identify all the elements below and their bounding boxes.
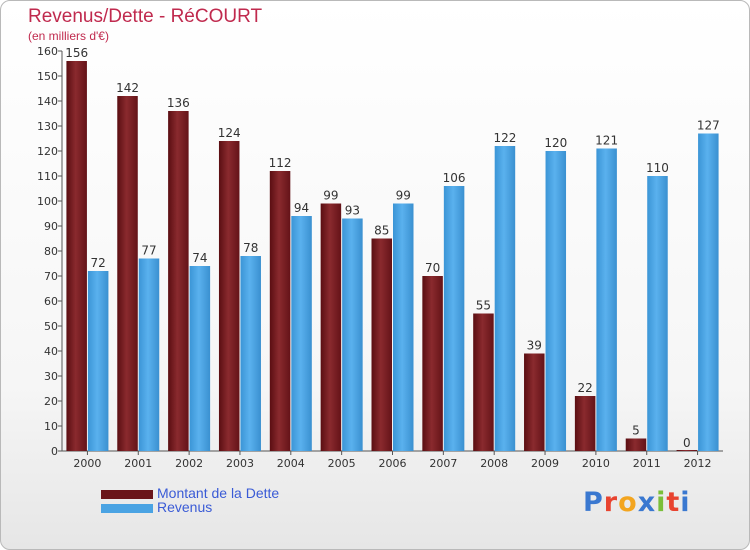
data-label-dette: 55: [476, 299, 491, 313]
data-label-revenus: 106: [443, 171, 466, 185]
y-tick-label: 110: [37, 170, 58, 183]
data-label-dette: 85: [374, 224, 389, 238]
x-tick-label: 2004: [277, 457, 305, 470]
bar-revenus: [596, 148, 617, 451]
bar-dette: [371, 238, 392, 451]
bar-revenus: [494, 146, 516, 451]
data-label-revenus: 122: [493, 131, 516, 145]
data-label-revenus: 127: [697, 119, 720, 133]
data-label-dette: 156: [65, 46, 88, 60]
y-tick-label: 20: [44, 395, 58, 408]
bar-dette: [625, 438, 647, 451]
data-label-revenus: 72: [91, 256, 106, 270]
y-tick-label: 130: [37, 120, 58, 133]
data-label-revenus: 99: [396, 189, 411, 203]
chart-subtitle: (en milliers d'€): [28, 29, 109, 43]
x-tick-label: 2008: [480, 457, 508, 470]
y-tick-label: 90: [44, 220, 58, 233]
bar-revenus: [342, 218, 363, 451]
legend-label-dette: Montant de la Dette: [157, 485, 280, 501]
legend-swatch-revenus: [101, 504, 153, 513]
y-tick-label: 80: [44, 245, 58, 258]
y-tick-label: 120: [37, 145, 58, 158]
x-tick-label: 2009: [531, 457, 559, 470]
bar-dette: [168, 111, 189, 451]
bar-revenus: [443, 186, 465, 451]
y-tick-label: 30: [44, 370, 58, 383]
x-tick-label: 2003: [226, 457, 254, 470]
data-label-dette: 22: [577, 381, 592, 395]
logo-letter: o: [618, 487, 638, 518]
bar-dette: [574, 396, 596, 451]
data-label-dette: 0: [683, 436, 691, 450]
logo-letter: r: [603, 487, 619, 518]
data-label-dette: 142: [116, 81, 139, 95]
data-label-revenus: 120: [544, 136, 567, 150]
x-tick-label: 2005: [328, 457, 356, 470]
x-tick-label: 2012: [684, 457, 712, 470]
x-tick-label: 2007: [429, 457, 457, 470]
data-label-dette: 70: [425, 261, 440, 275]
bar-dette: [422, 276, 443, 451]
bar-dette: [473, 313, 494, 451]
bar-revenus: [189, 266, 211, 451]
bar-revenus: [138, 258, 160, 451]
data-label-revenus: 93: [345, 204, 360, 218]
proxiti-logo: Proxiti: [583, 487, 691, 518]
logo-letter: P: [583, 487, 604, 518]
x-tick-label: 2000: [73, 457, 101, 470]
logo-letter: i: [680, 487, 691, 518]
bar-revenus: [240, 256, 261, 451]
logo-letter: i: [656, 487, 667, 518]
y-tick-label: 10: [44, 420, 58, 433]
bar-dette: [269, 171, 291, 451]
chart-title: Revenus/Dette - RéCOURT: [28, 6, 263, 27]
y-tick-label: 140: [37, 95, 58, 108]
x-tick-label: 2011: [633, 457, 661, 470]
y-tick-label: 50: [44, 320, 58, 333]
bar-revenus: [698, 133, 719, 451]
bar-dette: [117, 96, 138, 451]
y-tick-label: 150: [37, 70, 58, 83]
data-label-dette: 99: [323, 189, 338, 203]
data-label-revenus: 94: [294, 201, 309, 215]
x-tick-label: 2002: [175, 457, 203, 470]
y-tick-label: 40: [44, 345, 58, 358]
bar-revenus: [87, 271, 109, 451]
bar-revenus: [393, 203, 414, 451]
legend-swatch-dette: [101, 490, 153, 499]
data-label-revenus: 110: [646, 161, 669, 175]
bar-revenus: [647, 176, 668, 451]
y-tick-label: 60: [44, 295, 58, 308]
data-label-dette: 5: [632, 424, 640, 438]
bar-dette: [218, 141, 240, 451]
bar-dette: [320, 203, 342, 451]
x-tick-label: 2010: [582, 457, 610, 470]
bar-revenus: [291, 216, 312, 451]
x-tick-label: 2006: [379, 457, 407, 470]
legend-label-revenus: Revenus: [157, 499, 213, 515]
data-label-dette: 112: [269, 156, 292, 170]
data-label-dette: 39: [527, 339, 542, 353]
data-label-dette: 136: [167, 96, 190, 110]
data-label-dette: 124: [218, 126, 241, 140]
bar-dette: [676, 450, 698, 451]
bar-dette: [524, 353, 545, 451]
data-label-revenus: 77: [141, 244, 156, 258]
x-tick-label: 2001: [124, 457, 152, 470]
logo-letter: t: [666, 487, 681, 518]
y-tick-label: 160: [37, 45, 58, 58]
y-tick-label: 0: [51, 445, 58, 458]
y-tick-label: 70: [44, 270, 58, 283]
y-tick-label: 100: [37, 195, 58, 208]
bar-revenus: [545, 151, 567, 451]
data-label-revenus: 78: [243, 241, 258, 255]
bar-dette: [66, 61, 87, 451]
data-label-revenus: 74: [192, 251, 207, 265]
logo-letter: x: [637, 487, 657, 518]
data-label-revenus: 121: [595, 134, 618, 148]
